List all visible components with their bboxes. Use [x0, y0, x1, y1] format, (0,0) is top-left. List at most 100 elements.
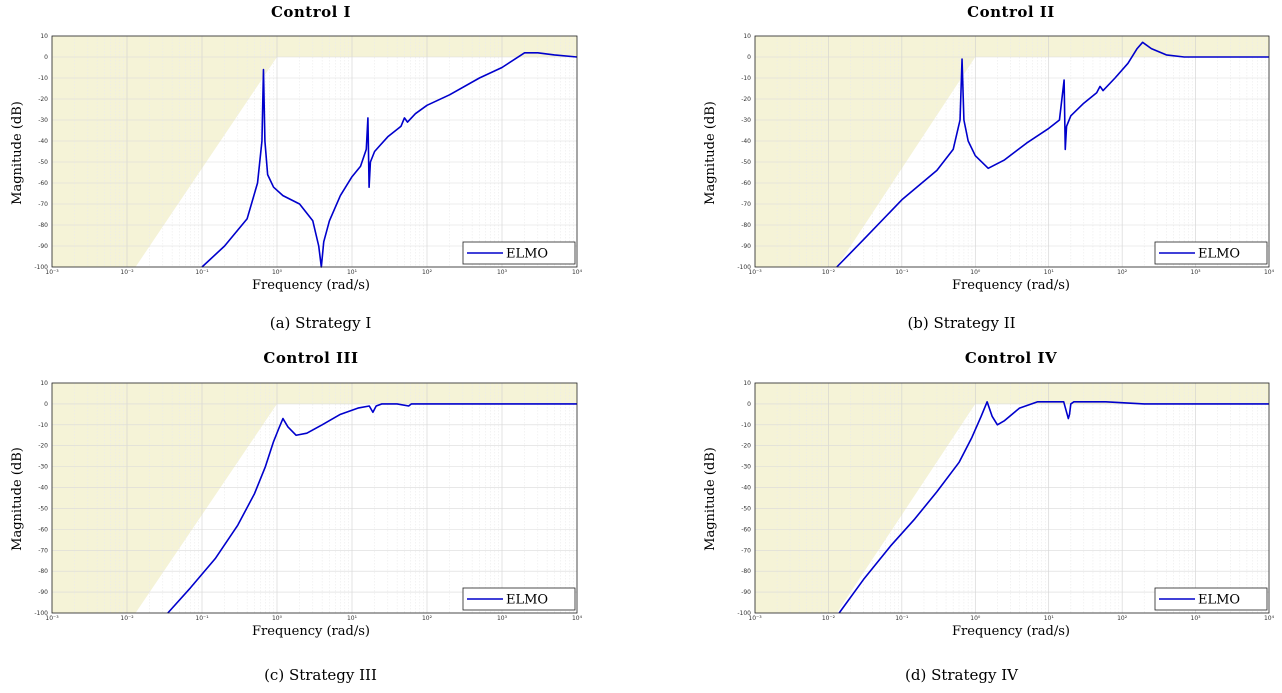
chart-svg-a: Control I 10⁻³ 10⁻² 10⁻¹ 10⁰ 10¹ 10² 10³ 10⁴ 10 0… — [10, 3, 583, 293]
x-tick-label: 10³ — [1191, 269, 1202, 276]
x-axis-label: Frequency (rad/s) — [252, 278, 370, 293]
x-tick-label: 10¹ — [347, 269, 358, 276]
x-tick-label: 10³ — [1191, 615, 1202, 622]
chart-title: Control II — [967, 3, 1055, 21]
y-tick-label: -40 — [38, 485, 48, 492]
chart-title: Control IV — [965, 349, 1057, 367]
x-tick-label: 10² — [422, 615, 433, 622]
x-tick-label: 10⁻³ — [748, 615, 762, 622]
x-tick-label: 10⁻² — [120, 269, 134, 276]
y-tick-label: -30 — [38, 117, 48, 124]
y-tick-label: -10 — [38, 75, 48, 82]
series-line-elmo — [167, 403, 577, 614]
y-tick-label: 0 — [747, 401, 751, 408]
y-tick-label: 10 — [40, 33, 48, 40]
legend-label: ELMO — [506, 593, 548, 608]
y-tick-label: -60 — [38, 180, 48, 187]
x-tick-label: 10⁴ — [572, 269, 583, 276]
y-tick-label: -20 — [741, 96, 751, 103]
x-axis-label: Frequency (rad/s) — [252, 624, 370, 639]
y-tick-label: -70 — [741, 547, 751, 554]
x-tick-label: 10¹ — [1044, 269, 1055, 276]
y-tick-label: -60 — [741, 180, 751, 187]
plot-area: 10⁻³ 10⁻² 10⁻¹ 10⁰ 10¹ 10² 10³ 10⁴ 10 0 -10 -20 -30 -… — [34, 33, 582, 276]
y-tick-label: -50 — [741, 159, 751, 166]
axes-frame — [51, 35, 578, 268]
x-tick-label: 10⁻¹ — [195, 615, 209, 622]
y-tick-label: -100 — [34, 610, 48, 617]
y-tick-label: -40 — [38, 138, 48, 145]
y-tick-label: -40 — [741, 138, 751, 145]
x-tick-label: 10³ — [497, 269, 508, 276]
chart-panel-d: Control IV 10⁻³ 10⁻² 10⁻¹ 10⁰ 10¹ 10² 10³ 10⁴ 10… — [641, 346, 1282, 692]
x-tick-label: 10³ — [497, 615, 508, 622]
y-tick-label: -80 — [741, 568, 751, 575]
y-tick-label: -70 — [741, 201, 751, 208]
y-axis-label: Magnitude (dB) — [703, 101, 718, 205]
y-axis-label: Magnitude (dB) — [10, 101, 25, 205]
chart-panel-a: Control I 10⁻³ 10⁻² 10⁻¹ 10⁰ 10¹ 10² 10³ 10⁴ 10 0… — [0, 0, 641, 346]
figure-caption: (c) Strategy III — [264, 666, 377, 684]
chart-title: Control III — [263, 349, 358, 367]
y-tick-label: -30 — [741, 117, 751, 124]
grid — [51, 382, 577, 614]
x-tick-label: 10⁴ — [572, 615, 583, 622]
x-tick-label: 10⁻¹ — [895, 615, 909, 622]
x-tick-label: 10⁴ — [1264, 615, 1275, 622]
legend: ELMO — [1154, 587, 1268, 611]
x-tick-label: 10¹ — [1044, 615, 1055, 622]
y-tick-label: -80 — [741, 222, 751, 229]
legend-box — [1154, 241, 1268, 265]
y-tick-label: -10 — [741, 75, 751, 82]
y-tick-label: -70 — [38, 201, 48, 208]
chart-title: Control I — [271, 3, 351, 21]
x-tick-label: 10² — [1117, 615, 1128, 622]
y-tick-label: -60 — [38, 526, 48, 533]
y-tick-label: -90 — [38, 243, 48, 250]
y-tick-label: -70 — [38, 547, 48, 554]
y-tick-label: -20 — [38, 96, 48, 103]
x-tick-label: 10⁻³ — [45, 269, 59, 276]
y-tick-label: -10 — [741, 422, 751, 429]
y-tick-label: 0 — [747, 54, 751, 61]
x-tick-label: 10⁰ — [970, 615, 981, 622]
x-tick-label: 10⁰ — [272, 615, 283, 622]
x-tick-label: 10² — [1117, 269, 1128, 276]
plot-area: 10⁻³ 10⁻² 10⁻¹ 10⁰ 10¹ 10² 10³ 10⁴ 10 0 -10 -20 -30 -… — [737, 380, 1274, 622]
y-tick-label: -80 — [38, 568, 48, 575]
figure-caption: (a) Strategy I — [269, 314, 372, 332]
legend-label: ELMO — [506, 247, 548, 262]
y-axis-label: Magnitude (dB) — [703, 447, 718, 551]
x-tick-label: 10⁻² — [120, 615, 134, 622]
y-tick-label: 0 — [44, 401, 48, 408]
y-tick-label: 10 — [743, 33, 751, 40]
figure-caption: (d) Strategy IV — [905, 666, 1018, 684]
x-tick-label: 10⁻² — [822, 269, 836, 276]
y-tick-label: -100 — [34, 264, 48, 271]
chart-svg-d: Control IV 10⁻³ 10⁻² 10⁻¹ 10⁰ 10¹ 10² 10³ 10⁴10… — [703, 349, 1275, 639]
y-tick-label: -100 — [737, 264, 751, 271]
legend-box — [462, 587, 576, 611]
series-line-elmo — [201, 52, 578, 268]
legend-box — [1154, 587, 1268, 611]
y-tick-label: -90 — [741, 589, 751, 596]
x-axis-label: Frequency (rad/s) — [952, 278, 1070, 293]
x-tick-label: 10⁻³ — [45, 615, 59, 622]
y-tick-label: -100 — [737, 610, 751, 617]
y-tick-label: 10 — [40, 380, 48, 387]
y-tick-label: -90 — [741, 243, 751, 250]
grid — [51, 35, 577, 268]
chart-panel-b: Control II 10⁻³ 10⁻² 10⁻¹ 10⁰ 10¹ 10² 10³ 10⁴ 10… — [641, 0, 1282, 346]
grid — [754, 35, 1269, 268]
x-tick-label: 10² — [422, 269, 433, 276]
x-tick-label: 10⁰ — [970, 269, 981, 276]
x-tick-label: 10⁻² — [822, 615, 836, 622]
y-tick-label: -30 — [38, 464, 48, 471]
plot-area: 10⁻³ 10⁻² 10⁻¹ 10⁰ 10¹ 10² 10³ 10⁴ 10 0 -10 -20 -30 -… — [737, 33, 1274, 276]
y-axis-label: Magnitude (dB) — [10, 447, 25, 551]
legend: ELMO — [1154, 241, 1268, 265]
y-tick-label: -20 — [741, 443, 751, 450]
bound-region — [52, 383, 577, 613]
y-tick-label: -50 — [38, 505, 48, 512]
y-tick-label: 0 — [44, 54, 48, 61]
